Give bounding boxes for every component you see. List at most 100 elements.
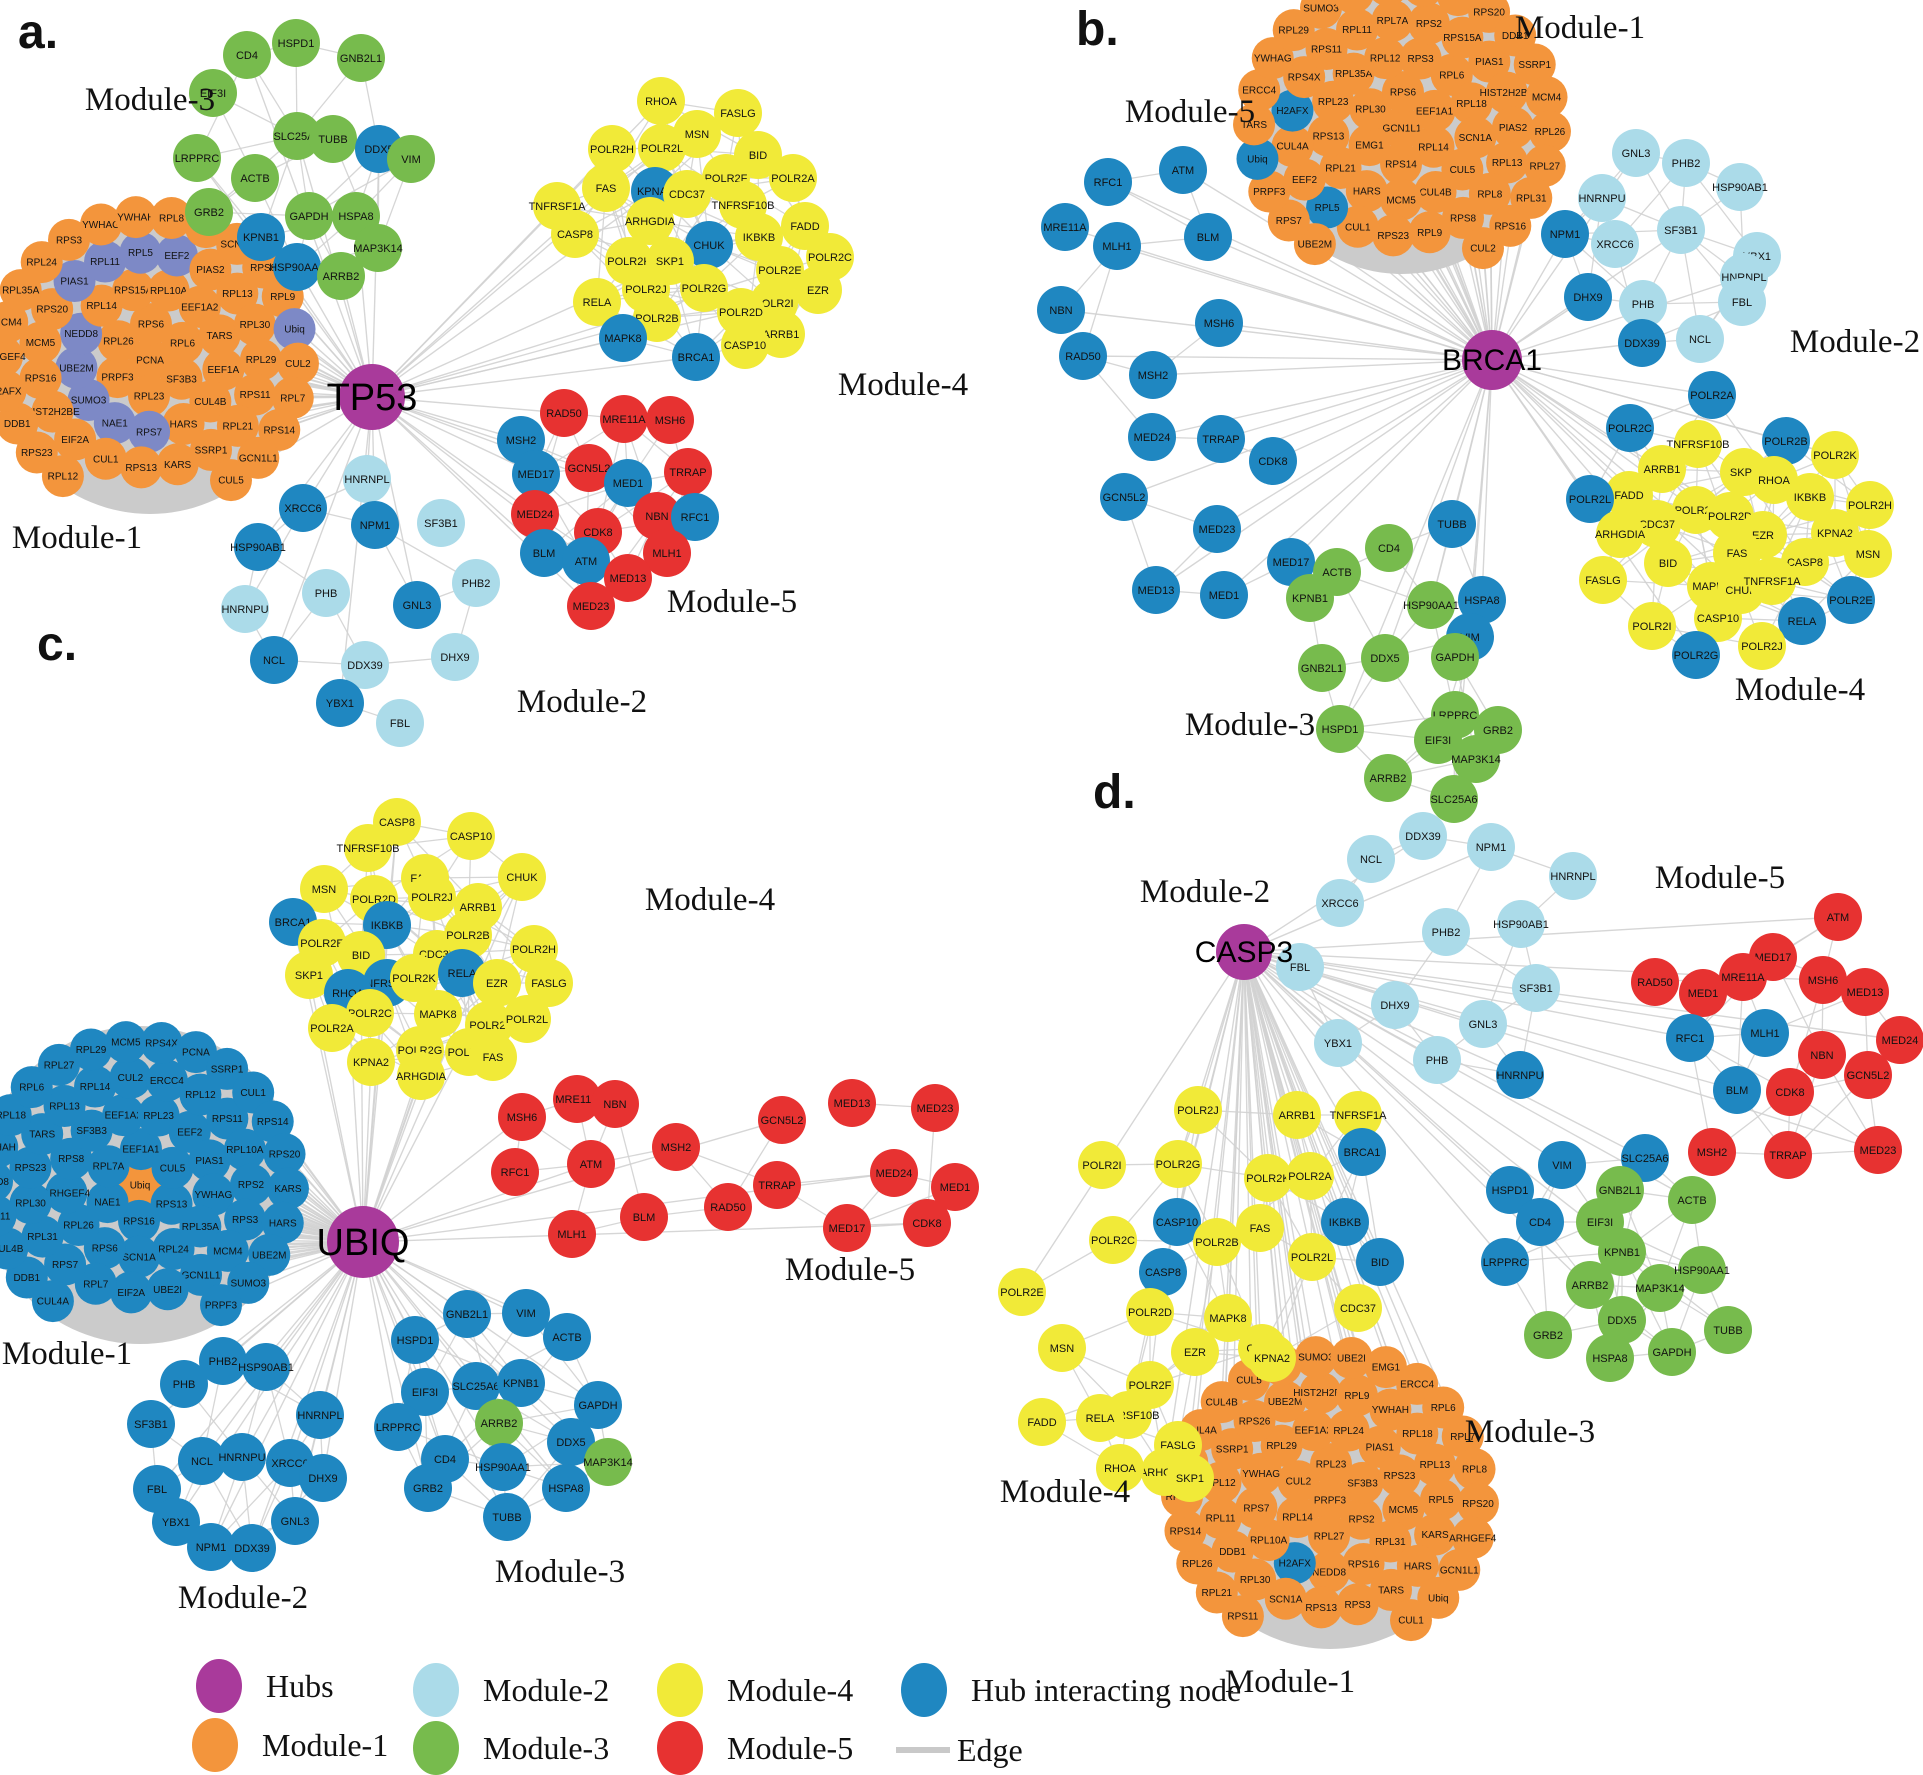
- node-GNB2L1[interactable]: GNB2L1: [1298, 644, 1346, 692]
- node-NAE1[interactable]: NAE1: [1332, 0, 1374, 14]
- node-CDK8[interactable]: CDK8: [1249, 437, 1297, 485]
- node-MRE11A[interactable]: MRE11A: [1719, 953, 1767, 1001]
- node-RPS2[interactable]: RPS2: [229, 1163, 272, 1206]
- node-RPS3[interactable]: RPS3: [1336, 1583, 1379, 1626]
- node-VIM[interactable]: VIM: [387, 135, 435, 183]
- node-POLR2D[interactable]: POLR2D: [1126, 1288, 1174, 1336]
- node-MSH2[interactable]: MSH2: [652, 1123, 700, 1171]
- node-MED24[interactable]: MED24: [1876, 1016, 1923, 1064]
- node-GCN5L2[interactable]: GCN5L2: [758, 1096, 806, 1144]
- node-BRCA1[interactable]: BRCA1: [1338, 1128, 1386, 1176]
- node-GNL3[interactable]: GNL3: [1612, 129, 1660, 177]
- node-VIM[interactable]: VIM: [1538, 1141, 1586, 1189]
- node-GAPDH[interactable]: GAPDH: [1648, 1328, 1696, 1376]
- node-PRPF3[interactable]: PRPF3: [199, 1284, 242, 1327]
- node-HSP90AB1[interactable]: HSP90AB1: [1712, 163, 1768, 211]
- node-BID[interactable]: BID: [1356, 1238, 1404, 1286]
- node-MSH6[interactable]: MSH6: [1195, 299, 1243, 347]
- node-DDX39[interactable]: DDX39: [228, 1524, 276, 1572]
- node-POLR2A[interactable]: POLR2A: [1688, 371, 1736, 419]
- node-MRE11A[interactable]: MRE11A: [1041, 203, 1089, 251]
- node-CD4[interactable]: CD4: [1516, 1198, 1564, 1246]
- node-RELA[interactable]: RELA: [1778, 597, 1826, 645]
- node-TUBB[interactable]: TUBB: [1704, 1306, 1752, 1354]
- node-HSPD1[interactable]: HSPD1: [272, 19, 320, 67]
- node-RAD50[interactable]: RAD50: [1631, 958, 1679, 1006]
- node-POLR2K[interactable]: POLR2K: [1244, 1154, 1292, 1202]
- node-GRB2[interactable]: GRB2: [1524, 1311, 1572, 1359]
- node-UBE2M[interactable]: UBE2M: [1264, 1380, 1307, 1423]
- node-TUBB[interactable]: TUBB: [309, 115, 357, 163]
- node-NPM1[interactable]: NPM1: [1541, 210, 1589, 258]
- node-GNL3[interactable]: GNL3: [271, 1497, 319, 1545]
- node-CDK8[interactable]: CDK8: [903, 1199, 951, 1247]
- node-HNRNPU[interactable]: HNRNPU: [221, 585, 269, 633]
- node-KPNB1[interactable]: KPNB1: [1286, 574, 1334, 622]
- node-BLM[interactable]: BLM: [1184, 213, 1232, 261]
- node-MLH1[interactable]: MLH1: [1741, 1009, 1789, 1057]
- node-YWHAG[interactable]: YWHAG: [80, 203, 123, 246]
- node-XRCC6[interactable]: XRCC6: [279, 484, 327, 532]
- node-POLR2A[interactable]: POLR2A: [769, 154, 817, 202]
- node-MED13[interactable]: MED13: [1132, 566, 1180, 614]
- node-CUL1[interactable]: CUL1: [1389, 1599, 1432, 1642]
- node-HNRNPU[interactable]: HNRNPU: [1578, 174, 1626, 222]
- node-ATM[interactable]: ATM: [1159, 146, 1207, 194]
- node-NCL[interactable]: NCL: [250, 636, 298, 684]
- node-SF3B1[interactable]: SF3B1: [127, 1400, 175, 1448]
- node-MRE11A[interactable]: MRE11A: [600, 395, 648, 443]
- node-PIAS2[interactable]: PIAS2: [1491, 106, 1534, 149]
- node-KPNA2[interactable]: KPNA2: [347, 1038, 395, 1086]
- node-MSH6[interactable]: MSH6: [1799, 956, 1847, 1004]
- node-EZR[interactable]: EZR: [794, 266, 842, 314]
- node-HSP90AA1[interactable]: HSP90AA1: [1403, 581, 1459, 629]
- node-TRRAP[interactable]: TRRAP: [1197, 415, 1245, 463]
- node-RFC1[interactable]: RFC1: [1084, 158, 1132, 206]
- node-ACTB[interactable]: ACTB: [231, 154, 279, 202]
- node-BLM[interactable]: BLM: [620, 1193, 668, 1241]
- node-HNRNPL[interactable]: HNRNPL: [1549, 852, 1597, 900]
- node-HSPD1[interactable]: HSPD1: [391, 1316, 439, 1364]
- node-MSH2[interactable]: MSH2: [1688, 1128, 1736, 1176]
- node-POLR2G[interactable]: POLR2G: [1672, 631, 1720, 679]
- node-NCL[interactable]: NCL: [1347, 835, 1395, 883]
- node-MED24[interactable]: MED24: [870, 1149, 918, 1197]
- node-TRRAP[interactable]: TRRAP: [664, 448, 712, 496]
- node-FAS[interactable]: FAS: [582, 164, 630, 212]
- node-RAD50[interactable]: RAD50: [704, 1183, 752, 1231]
- node-DHX9[interactable]: DHX9: [1371, 981, 1419, 1029]
- node-TUBB[interactable]: TUBB: [483, 1493, 531, 1541]
- node-DHX9[interactable]: DHX9: [299, 1454, 347, 1502]
- node-SF3B1[interactable]: SF3B1: [417, 499, 465, 547]
- node-RPL29[interactable]: RPL29: [70, 1028, 113, 1071]
- node-MED13[interactable]: MED13: [828, 1079, 876, 1127]
- node-PHB2[interactable]: PHB2: [1662, 139, 1710, 187]
- node-ACTB[interactable]: ACTB: [543, 1313, 591, 1361]
- node-RPL29[interactable]: RPL29: [239, 338, 282, 381]
- node-RPL7A[interactable]: RPL7A: [1371, 0, 1414, 42]
- node-POLR2I[interactable]: POLR2I: [1628, 602, 1676, 650]
- node-PHB2[interactable]: PHB2: [1422, 908, 1470, 956]
- node-EZR[interactable]: EZR: [1171, 1328, 1219, 1376]
- node-GAPDH[interactable]: GAPDH: [1431, 633, 1479, 681]
- node-SF3B1[interactable]: SF3B1: [1657, 206, 1705, 254]
- node-ACTB[interactable]: ACTB: [1668, 1176, 1716, 1224]
- node-PHB[interactable]: PHB: [160, 1360, 208, 1408]
- node-TRRAP[interactable]: TRRAP: [1764, 1131, 1812, 1179]
- node-BID[interactable]: BID: [1644, 539, 1692, 587]
- node-LRPPRC[interactable]: LRPPRC: [374, 1403, 422, 1451]
- node-HSP90AB1[interactable]: HSP90AB1: [1493, 900, 1549, 948]
- node-CDK8[interactable]: CDK8: [1766, 1068, 1814, 1116]
- node-TRRAP[interactable]: TRRAP: [753, 1161, 801, 1209]
- node-MSH6[interactable]: MSH6: [646, 396, 694, 444]
- node-BLM[interactable]: BLM: [1713, 1066, 1761, 1114]
- node-CHUK[interactable]: CHUK: [498, 853, 546, 901]
- node-MED23[interactable]: MED23: [911, 1084, 959, 1132]
- node-VIM[interactable]: VIM: [502, 1289, 550, 1337]
- node-RPL14[interactable]: RPL14: [74, 1065, 117, 1108]
- node-RAD50[interactable]: RAD50: [540, 389, 588, 437]
- node-HSPA8[interactable]: HSPA8: [542, 1464, 590, 1512]
- node-RFC1[interactable]: RFC1: [491, 1148, 539, 1196]
- node-DHX9[interactable]: DHX9: [431, 633, 479, 681]
- node-POLR2A[interactable]: POLR2A: [1286, 1152, 1334, 1200]
